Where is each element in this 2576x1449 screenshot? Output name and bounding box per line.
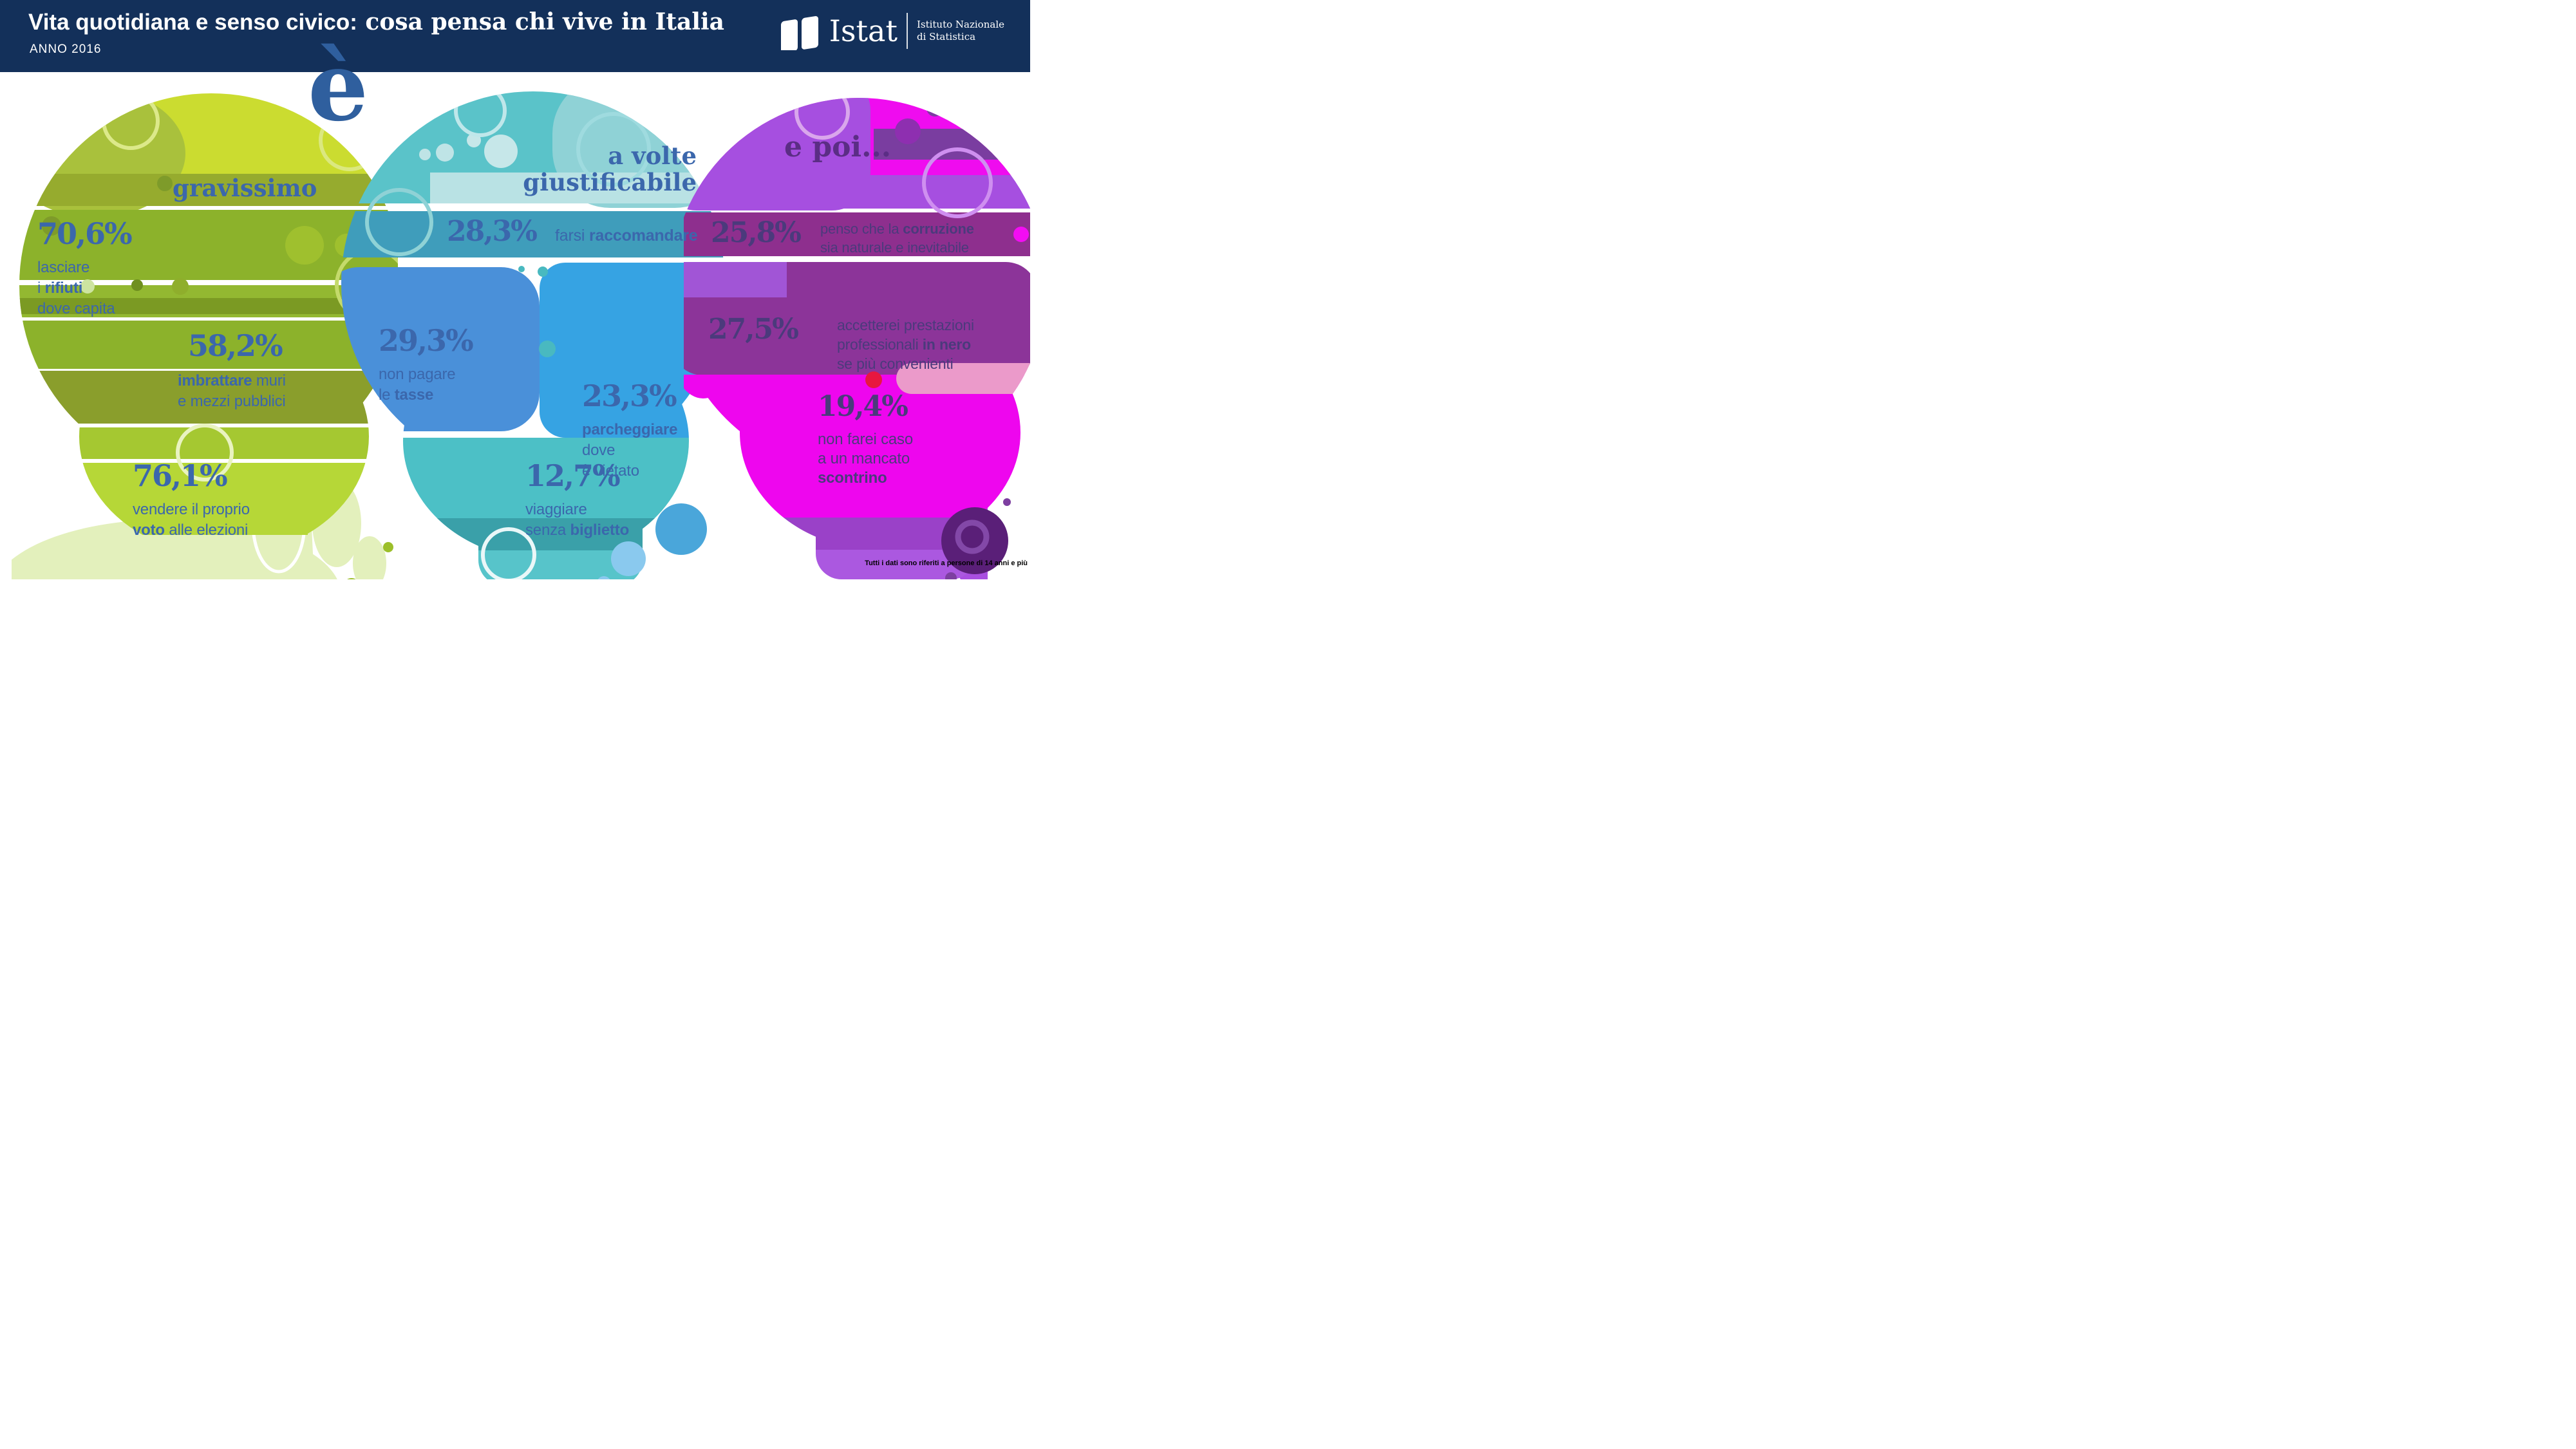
- stat-label-nero: accetterei prestazioni professionali in …: [837, 317, 974, 372]
- stat-label-scontrino: non farei caso a un mancato scontrino: [818, 431, 913, 487]
- stat-value-raccomandare: 28,3%: [447, 215, 538, 248]
- stat-value-scontrino: 19,4%: [818, 390, 908, 423]
- stat-value-rifiuti: 70,6%: [37, 216, 133, 251]
- head-middle-floating-dots: [481, 503, 707, 579]
- headline-a-volte-giustificabile: a volte giustificabile: [523, 142, 697, 197]
- istat-org-name: Istituto Nazionale di Statistica: [916, 19, 1004, 42]
- connector-word: è: [308, 30, 369, 142]
- header: Vita quotidiana e senso civico: cosa pen…: [0, 0, 1030, 72]
- stat-label-imbrattare: imbrattare muri e mezzi pubblici: [178, 372, 286, 410]
- stat-value-voto: 76,1%: [133, 458, 228, 493]
- stat-value-nero: 27,5%: [708, 313, 799, 346]
- head-right-floating-dots: [941, 227, 1029, 579]
- head-right-silhouette: [684, 98, 1030, 579]
- istat-wordmark: Istat: [829, 14, 898, 48]
- headline-gravissimo: gravissimo: [173, 174, 317, 202]
- stat-value-biglietto: 12,7%: [525, 458, 621, 493]
- stat-label-voto: vendere il proprio voto alle elezioni: [133, 501, 250, 539]
- infographic-canvas: Vita quotidiana e senso civico: cosa pen…: [0, 0, 1030, 579]
- stat-label-raccomandare: farsi raccomandare: [555, 227, 698, 245]
- headline-e-poi: e poi...: [784, 131, 892, 164]
- footnote: Tutti i dati sono riferiti a persone di …: [865, 559, 1028, 567]
- istat-books-icon: [780, 16, 818, 50]
- stat-value-corruzione: 25,8%: [711, 216, 802, 249]
- stat-value-tasse: 29,3%: [379, 323, 474, 358]
- stat-label-rifiuti: lasciare i rifiuti dove capita: [37, 259, 115, 317]
- stat-value-parcheggiare: 23,3%: [582, 379, 677, 413]
- page-title-sans: Vita quotidiana e senso civico:: [28, 10, 357, 35]
- page-subtitle: ANNO 2016: [30, 42, 102, 56]
- page-title-serif: cosa pensa chi vive in Italia: [357, 8, 724, 35]
- page-title: Vita quotidiana e senso civico: cosa pen…: [28, 9, 724, 35]
- stat-label-corruzione: penso che la corruzione sia naturale e i…: [820, 221, 974, 256]
- head-middle-silhouette: [341, 91, 725, 579]
- stat-label-biglietto: viaggiare senza biglietto: [525, 501, 630, 539]
- stat-label-parcheggiare: parcheggiare dove è vietato: [582, 421, 678, 480]
- head-left-silhouette: [12, 93, 398, 579]
- stat-value-imbrattare: 58,2%: [188, 328, 283, 363]
- stat-label-tasse: non pagare le tasse: [379, 366, 456, 404]
- logo-divider: [906, 13, 908, 49]
- istat-logo: Istat Istituto Nazionale di Statistica: [779, 12, 1004, 50]
